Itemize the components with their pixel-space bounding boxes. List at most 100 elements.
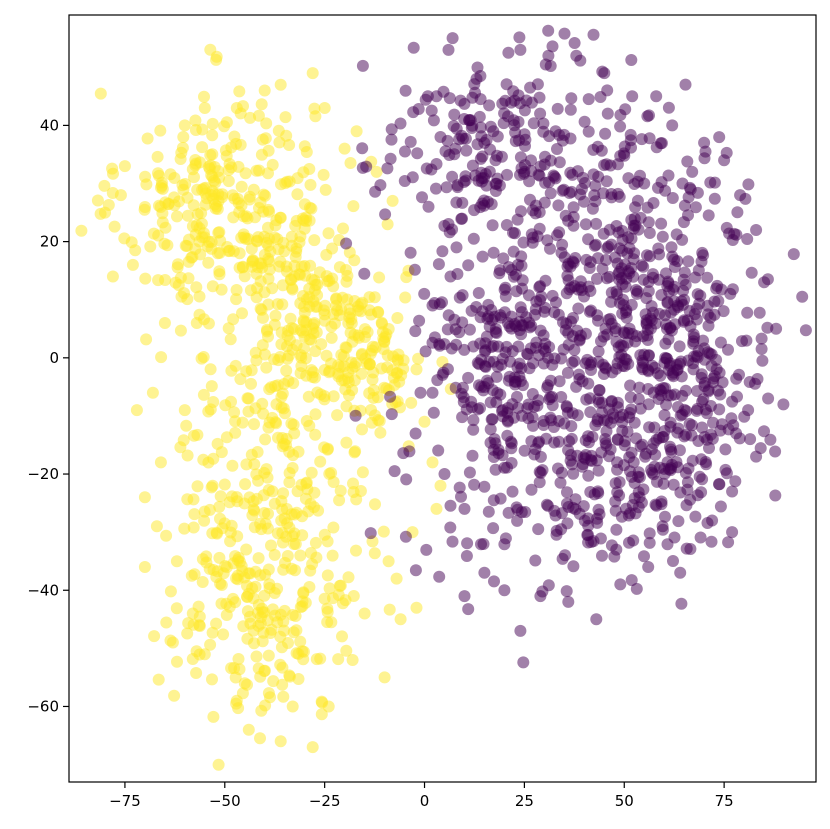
data-point: [541, 234, 554, 247]
data-point: [755, 343, 768, 355]
data-point: [126, 258, 139, 271]
data-point: [649, 317, 662, 330]
data-point: [360, 160, 373, 173]
data-point: [355, 367, 368, 380]
data-point: [756, 354, 769, 367]
data-point: [368, 291, 381, 304]
data-point: [450, 241, 463, 254]
data-point: [534, 324, 547, 337]
data-point: [652, 273, 665, 286]
data-point: [625, 54, 638, 66]
data-point: [630, 582, 643, 595]
data-point: [326, 549, 339, 562]
data-point: [390, 572, 403, 585]
data-point: [412, 352, 425, 365]
data-point: [696, 421, 708, 434]
y-tick-label: 40: [40, 116, 59, 134]
data-point: [516, 274, 529, 287]
data-point: [525, 483, 538, 496]
data-point: [373, 271, 386, 284]
data-point: [448, 148, 461, 161]
data-point: [98, 179, 111, 192]
data-point: [462, 603, 475, 616]
data-point: [695, 453, 708, 466]
data-point: [263, 578, 276, 591]
data-point: [140, 333, 153, 346]
data-point: [206, 673, 218, 686]
data-point: [264, 627, 277, 639]
data-point: [534, 160, 547, 173]
data-point: [91, 194, 104, 207]
data-point: [512, 89, 525, 102]
data-point: [430, 90, 443, 103]
data-point: [592, 252, 604, 265]
data-point: [534, 590, 547, 603]
data-point: [653, 432, 666, 444]
data-point: [358, 607, 371, 620]
data-point: [207, 710, 220, 723]
data-point: [353, 331, 365, 344]
data-point: [201, 240, 214, 253]
data-point: [720, 467, 733, 480]
data-point: [427, 114, 440, 127]
data-point: [220, 431, 233, 444]
data-point: [618, 140, 631, 153]
data-point: [213, 246, 226, 259]
data-point: [239, 232, 252, 245]
data-point: [393, 375, 406, 388]
data-point: [212, 758, 225, 771]
data-point: [466, 449, 479, 462]
data-point: [610, 362, 623, 375]
data-point: [600, 272, 613, 285]
data-point: [491, 387, 504, 399]
data-point: [544, 187, 557, 200]
data-point: [679, 78, 692, 91]
data-point: [364, 527, 377, 540]
data-point: [341, 293, 354, 306]
data-point: [399, 530, 412, 543]
data-point: [139, 201, 151, 213]
data-point: [432, 444, 445, 457]
data-point: [274, 658, 287, 671]
data-point: [482, 377, 495, 390]
data-point: [297, 290, 309, 302]
data-point: [461, 537, 474, 550]
data-point: [753, 306, 766, 319]
data-point: [656, 523, 669, 536]
data-point: [590, 217, 603, 230]
data-point: [279, 111, 292, 124]
data-point: [534, 107, 547, 120]
data-point: [335, 374, 348, 387]
data-point: [369, 498, 381, 511]
data-point: [460, 144, 473, 157]
data-point: [299, 492, 312, 505]
data-point: [591, 413, 604, 426]
data-point: [224, 526, 237, 539]
data-point: [446, 223, 459, 236]
y-tick-label: 20: [40, 233, 59, 251]
data-point: [564, 166, 577, 179]
data-point: [309, 110, 322, 123]
data-point: [386, 194, 399, 207]
data-point: [572, 283, 585, 296]
data-point: [770, 322, 783, 335]
data-point: [650, 499, 663, 512]
data-point: [339, 383, 352, 396]
data-point: [534, 466, 547, 479]
data-point: [508, 227, 521, 240]
data-point: [384, 152, 397, 165]
data-point: [502, 317, 514, 329]
data-point: [178, 287, 190, 300]
data-point: [181, 240, 193, 252]
data-point: [309, 408, 322, 421]
data-point: [478, 136, 491, 149]
data-point: [108, 220, 121, 233]
data-point: [612, 187, 624, 200]
data-point: [705, 359, 718, 372]
data-point: [625, 446, 638, 459]
data-point: [467, 423, 480, 436]
data-point: [451, 179, 464, 192]
data-point: [566, 458, 578, 471]
data-point: [233, 85, 246, 98]
data-point: [663, 357, 676, 370]
